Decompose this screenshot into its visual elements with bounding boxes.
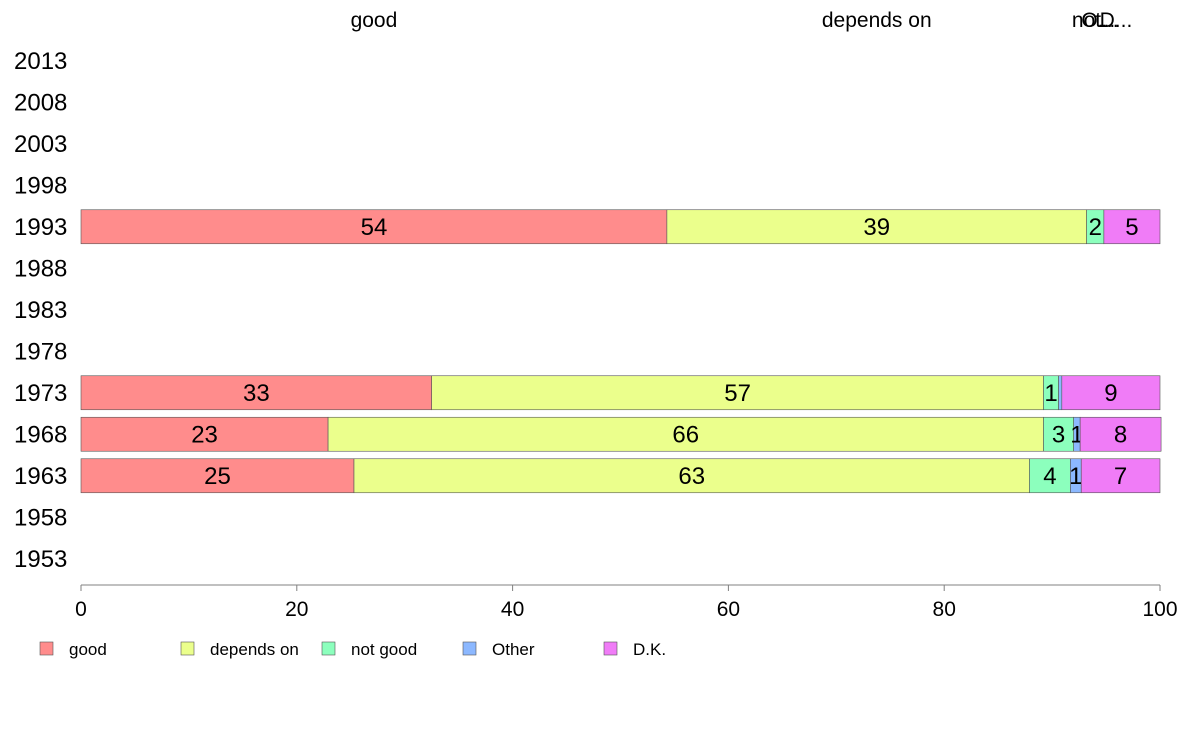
data-label: 5 (1125, 214, 1138, 241)
legend-swatch (180, 641, 195, 656)
bar-segment (1058, 375, 1063, 411)
x-tick-label: 100 (1142, 598, 1177, 621)
column-header: O... (1081, 9, 1115, 32)
data-label: 39 (863, 214, 890, 241)
column-header: good (351, 9, 398, 32)
x-tick-label: 20 (285, 598, 308, 621)
data-label: 54 (361, 214, 388, 241)
category-label: 1988 (14, 255, 67, 282)
x-tick-label: 0 (75, 598, 87, 621)
legend-label: not good (351, 640, 417, 659)
category-label: 2013 (14, 48, 67, 75)
category-label: 1963 (14, 463, 67, 490)
x-tick-label: 80 (933, 598, 956, 621)
bar-segment (1103, 209, 1161, 245)
data-label: 66 (672, 421, 699, 448)
category-label: 1983 (14, 297, 67, 324)
data-label: 4 (1043, 463, 1056, 490)
bar-segment (1061, 375, 1161, 411)
bar-segment (1080, 458, 1161, 494)
category-label: 1968 (14, 421, 67, 448)
legend-label: D.K. (633, 640, 666, 659)
data-label: 1 (1044, 380, 1057, 407)
legend-swatch (462, 641, 477, 656)
data-label: 23 (191, 421, 218, 448)
data-label: 57 (724, 380, 751, 407)
legend-label: good (69, 640, 107, 659)
data-label: 2 (1089, 214, 1102, 241)
data-label: 8 (1114, 421, 1127, 448)
bar-segment (1079, 416, 1162, 452)
category-label: 2008 (14, 89, 67, 116)
data-label: 3 (1052, 421, 1065, 448)
category-label: 1978 (14, 338, 67, 365)
column-header: not... (1072, 9, 1119, 32)
category-label: 1958 (14, 504, 67, 531)
legend-label: depends on (210, 640, 299, 659)
category-label: 1973 (14, 380, 67, 407)
data-label: 7 (1114, 463, 1127, 490)
column-header: D... (1100, 9, 1133, 32)
data-label: 1 (1069, 463, 1082, 490)
bar-segment (80, 209, 668, 245)
data-label: 63 (678, 463, 705, 490)
bar-segment (327, 416, 1044, 452)
bar-segment (80, 458, 355, 494)
column-header: depends on (822, 9, 932, 32)
data-label: 9 (1104, 380, 1117, 407)
category-label: 1998 (14, 172, 67, 199)
data-label: 25 (204, 463, 231, 490)
data-label: 33 (243, 380, 270, 407)
legend-swatch (39, 641, 54, 656)
category-label: 2003 (14, 131, 67, 158)
x-tick-label: 60 (717, 598, 740, 621)
legend-swatch (321, 641, 336, 656)
legend-swatch (603, 641, 618, 656)
category-label: 1953 (14, 546, 67, 573)
bar-segment (431, 375, 1044, 411)
x-tick-label: 40 (501, 598, 524, 621)
legend-label: Other (492, 640, 535, 659)
category-label: 1993 (14, 214, 67, 241)
bar-segment (353, 458, 1030, 494)
